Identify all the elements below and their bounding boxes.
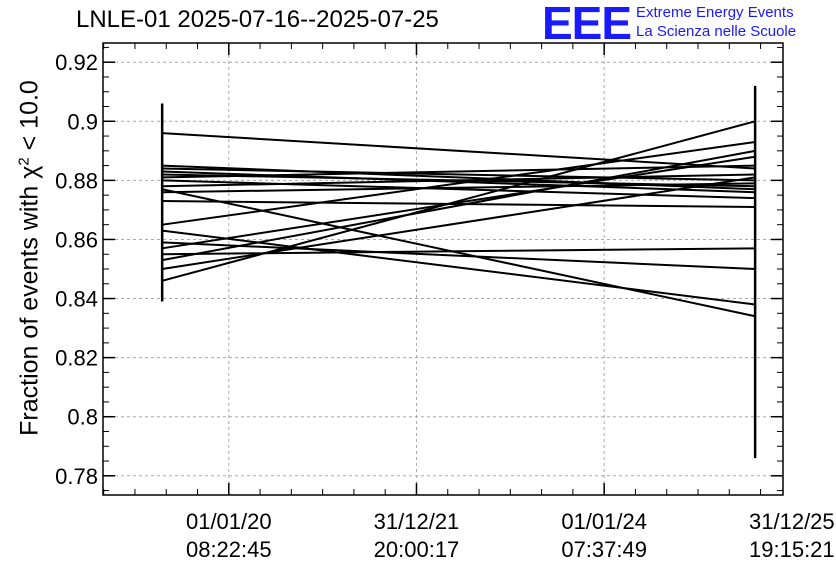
- y-tick-label: 0.78: [55, 464, 98, 489]
- x-tick-labels: 01/01/20 08:22:45 31/12/21 20:00:17 01/01/24…: [186, 509, 835, 562]
- logo-line-1: Extreme Energy Events: [636, 4, 794, 21]
- series-line: [162, 182, 756, 194]
- series-line: [162, 229, 756, 306]
- y-tick-label: 0.9: [67, 109, 98, 134]
- series-line: [162, 132, 756, 170]
- series-line: [162, 164, 756, 179]
- x-tick-label-time: 08:22:45: [186, 537, 272, 562]
- series-line: [162, 155, 756, 250]
- series-group: [161, 120, 756, 318]
- y-tick-label: 0.84: [55, 287, 98, 312]
- chart-title: LNLE-01 2025-07-16--2025-07-25: [76, 6, 439, 33]
- logo-line-2: La Scienza nelle Scuole: [636, 23, 797, 40]
- y-tick-labels: 0.78 0.8 0.82 0.84 0.86 0.88 0.9 0.92: [55, 50, 98, 489]
- y-tick-label: 0.88: [55, 168, 98, 193]
- x-tick-label-date: 31/12/21: [374, 509, 460, 534]
- series-line: [161, 149, 756, 262]
- y-tick-label: 0.92: [55, 50, 98, 75]
- series-line: [162, 173, 756, 188]
- y-tick-label: 0.86: [55, 227, 98, 252]
- error-bars: [160, 85, 757, 459]
- x-tick-label-time: 20:00:17: [374, 537, 460, 562]
- y-tick-label: 0.82: [55, 346, 98, 371]
- x-tick-label-time: 19:15:21: [749, 537, 835, 562]
- x-tick-label-date: 01/01/24: [561, 509, 647, 534]
- series-line: [162, 167, 756, 182]
- logo-caption: Extreme Energy Events La Scienza nelle S…: [636, 3, 796, 41]
- series-line: [162, 140, 756, 226]
- series-line: [162, 200, 756, 208]
- y-tick-label: 0.8: [67, 405, 98, 430]
- series-line: [162, 241, 756, 270]
- x-tick-label-date: 01/01/20: [186, 509, 272, 534]
- eee-logo: EEE: [542, 0, 632, 49]
- x-tick-label-date: 31/12/25: [749, 509, 835, 534]
- series-line: [162, 164, 756, 191]
- axis-ticks: [103, 43, 783, 495]
- series-line: [161, 120, 756, 282]
- x-tick-label-time: 07:37:49: [561, 537, 647, 562]
